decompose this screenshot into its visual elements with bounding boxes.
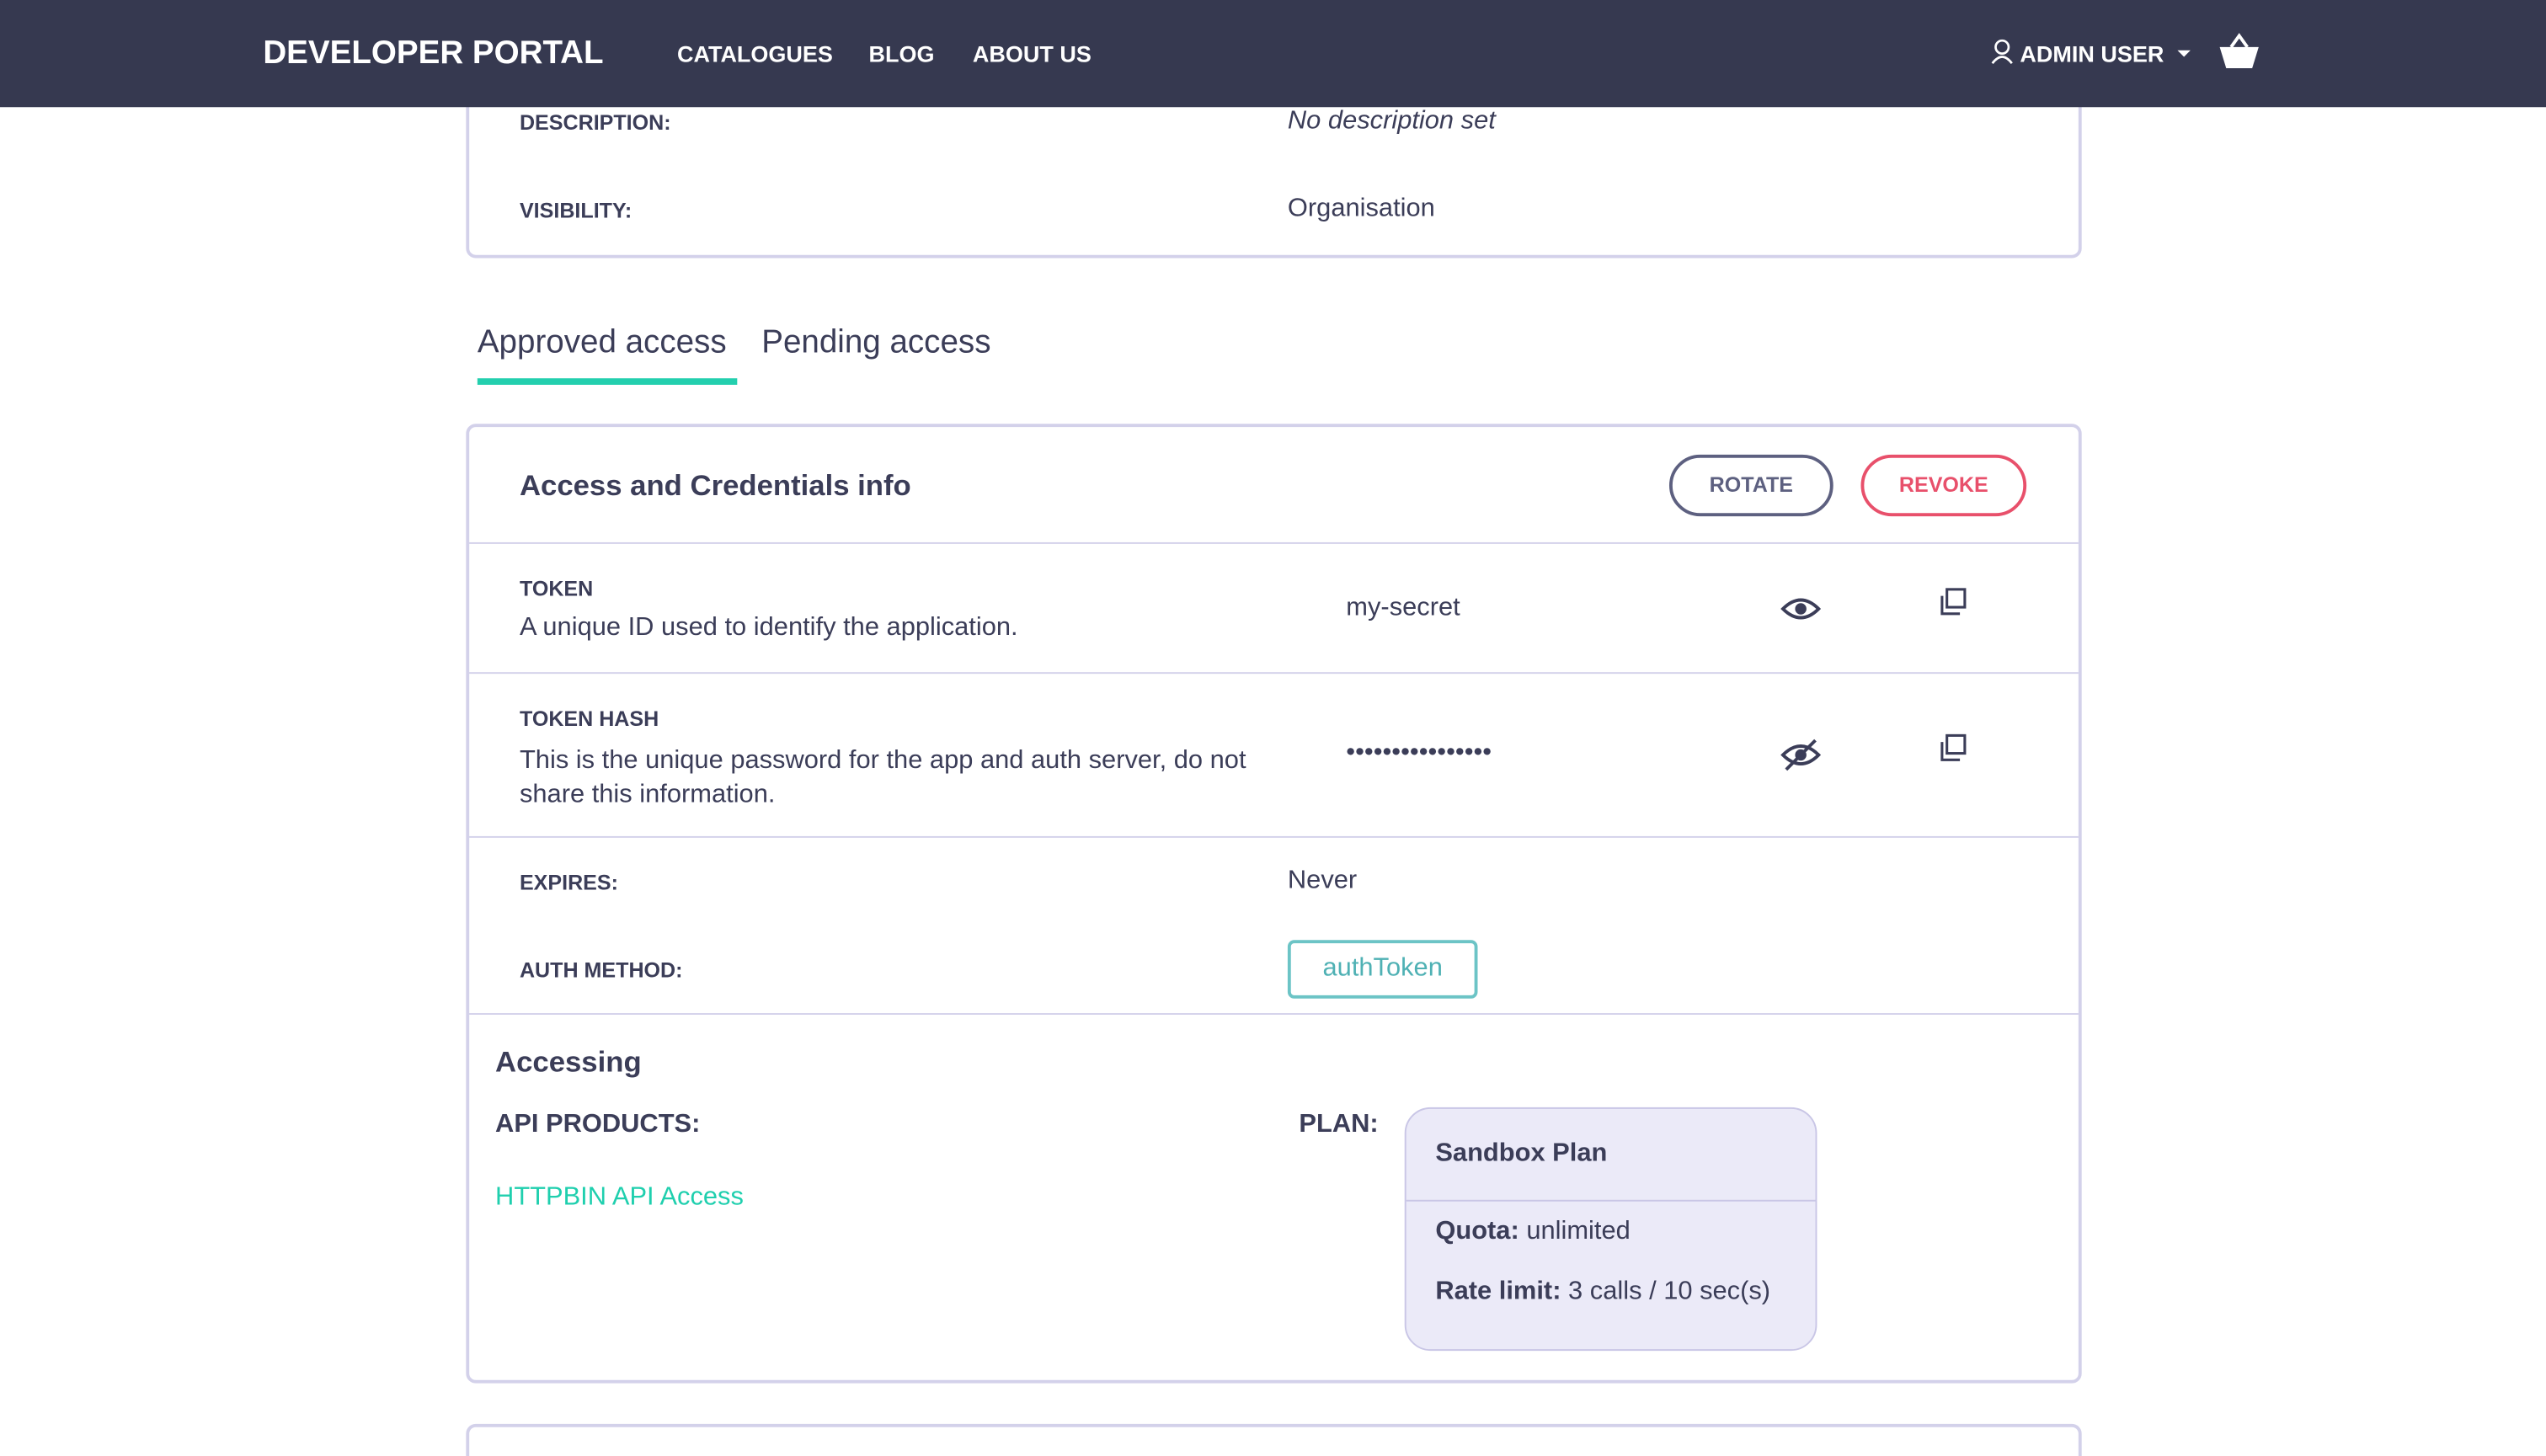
plan-name: Sandbox Plan	[1435, 1139, 1608, 1168]
description: This is the unique password for the app …	[519, 746, 1246, 809]
caret	[2177, 50, 2191, 57]
label: TOKEN HASH	[519, 706, 659, 731]
description: A unique ID used to identify the applica…	[519, 613, 1018, 642]
tab[interactable]: Pending access	[761, 324, 991, 361]
cart-icon[interactable]	[2218, 33, 2260, 72]
divider	[467, 541, 2079, 544]
nav-link[interactable]: CATALOGUES	[676, 40, 833, 67]
label: AUTH METHOD:	[519, 957, 683, 983]
rotate-button[interactable]: ROTATE	[1668, 454, 1833, 517]
brand[interactable]: DEVELOPER PORTAL	[263, 35, 604, 72]
revoke-button[interactable]: REVOKE	[1860, 454, 2027, 517]
divider	[467, 672, 2079, 675]
label: PLAN:	[1299, 1110, 1379, 1139]
value: No description set	[1287, 107, 1496, 136]
user-icon	[1991, 39, 2013, 65]
token-hash-value: ••••••••••••••••	[1346, 739, 1492, 767]
divider	[1406, 1199, 1816, 1202]
value: Never	[1287, 867, 1358, 895]
label: VISIBILITY:	[519, 198, 632, 223]
label: DESCRIPTION:	[519, 110, 671, 136]
label: API PRODUCTS:	[495, 1110, 701, 1139]
label: TOKEN	[519, 576, 594, 601]
navbar	[0, 0, 2546, 108]
quota: Quota: unlimited	[1435, 1218, 1630, 1247]
plan-card	[1404, 1107, 1817, 1352]
divider	[467, 1013, 2079, 1015]
show-icon[interactable]	[1780, 593, 1822, 626]
copy-icon[interactable]	[1939, 588, 1968, 617]
section-title: Accessing	[495, 1045, 642, 1079]
value: Organisation	[1287, 195, 1435, 223]
card-title: Access and Credentials info	[519, 469, 911, 502]
user-menu[interactable]: ADMIN USER	[2020, 40, 2164, 67]
hide-icon[interactable]	[1780, 737, 1822, 772]
label: EXPIRES:	[519, 870, 618, 895]
copy-icon[interactable]	[1939, 733, 1968, 763]
rate-limit-value: 3 calls / 10 sec(s)	[1568, 1277, 1771, 1306]
next-card	[466, 1423, 2082, 1456]
quota-label: Quota:	[1435, 1218, 1519, 1245]
rate-limit-label: Rate limit:	[1435, 1277, 1561, 1306]
tab-indicator	[477, 378, 738, 385]
rate-limit: Rate limit: 3 calls / 10 sec(s)	[1435, 1277, 1770, 1307]
nav-link[interactable]: BLOG	[868, 40, 935, 67]
nav-link[interactable]: ABOUT US	[972, 40, 1092, 67]
credentials-card	[466, 424, 2082, 1384]
tab[interactable]: Approved access	[477, 324, 727, 361]
token-value: my-secret	[1346, 594, 1460, 622]
auth-method-badge: authToken	[1287, 940, 1478, 999]
quota-value: unlimited	[1526, 1218, 1631, 1245]
api-product-link[interactable]: HTTPBIN API Access	[495, 1183, 744, 1212]
divider	[467, 835, 2079, 838]
